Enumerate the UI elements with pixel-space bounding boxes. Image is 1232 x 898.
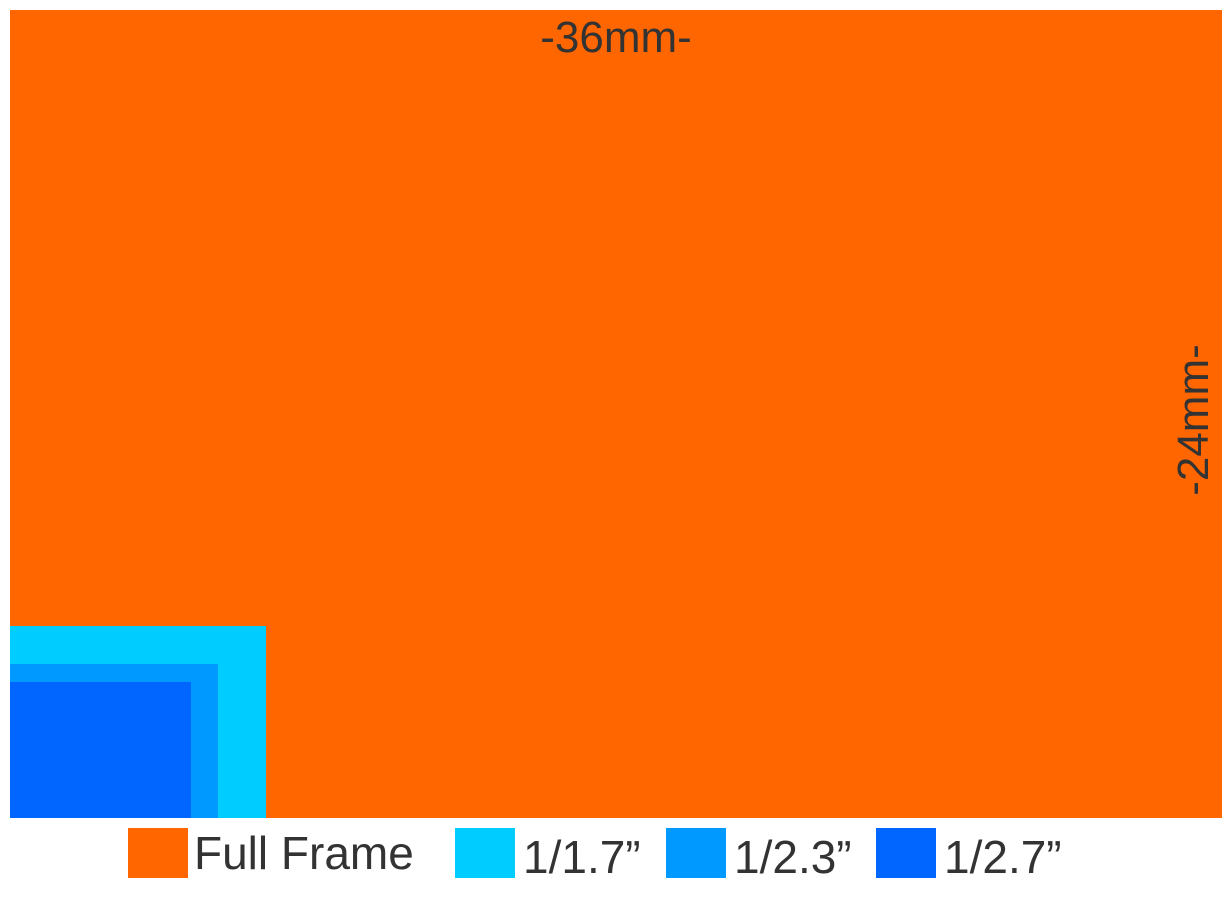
legend-label-1-1.7: 1/1.7” — [523, 831, 641, 883]
sensor-1-2.7-rect — [10, 682, 191, 818]
legend-swatch-1-2.7 — [876, 828, 936, 878]
legend-swatch-full-frame — [128, 828, 188, 878]
legend-swatch-1-2.3 — [666, 828, 726, 878]
legend-label-1-2.7: 1/2.7” — [944, 831, 1062, 883]
legend-swatch-1-1.7 — [455, 828, 515, 878]
height-dimension-label: -24mm- — [1169, 344, 1218, 496]
legend: Full Frame 1/1.7” 1/2.3” 1/2.7” — [0, 826, 1232, 886]
width-dimension-label: -36mm- — [540, 13, 692, 62]
legend-label-1-2.3: 1/2.3” — [734, 831, 852, 883]
legend-label-full-frame: Full Frame — [194, 827, 414, 879]
